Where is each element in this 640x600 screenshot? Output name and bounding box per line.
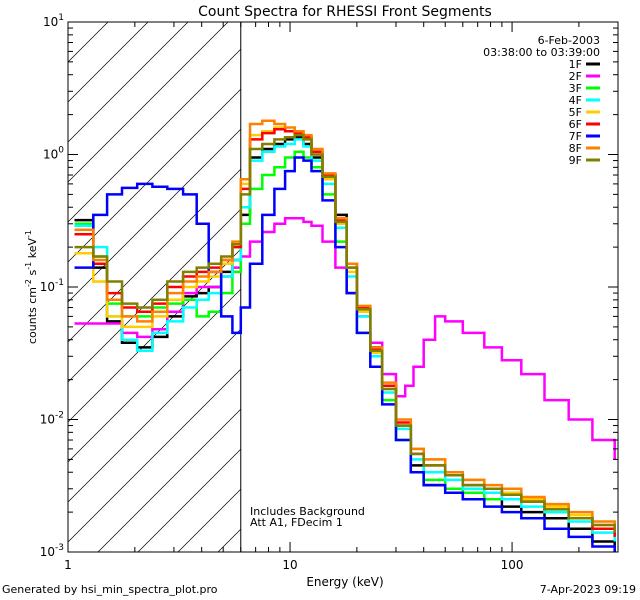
x-tick-label: 1 — [64, 558, 72, 572]
legend-label: 8F — [569, 142, 582, 155]
date-label: 6-Feb-2003 — [538, 34, 600, 47]
hatch-mask — [240, 22, 618, 552]
y-axis-label: counts cm-2 s-1 keV-1 — [24, 230, 39, 344]
hatch-line — [68, 22, 309, 263]
legend-label: 4F — [569, 94, 582, 107]
legend-label: 6F — [569, 118, 582, 131]
generator-credit: Generated by hsi_min_spectra_plot.pro — [2, 583, 218, 596]
y-label-tail: keV — [26, 238, 39, 262]
y-tick-label: 10-2 — [40, 411, 64, 427]
legend-label: 3F — [569, 82, 582, 95]
chart-title: Count Spectra for RHESSI Front Segments — [198, 4, 492, 20]
series-2F — [74, 217, 616, 460]
legend-label: 2F — [569, 70, 582, 83]
legend-label: 1F — [569, 58, 582, 71]
excluded-region-hatch — [68, 22, 618, 552]
axis-ticks — [67, 22, 619, 553]
x-tick-label: 10 — [282, 558, 297, 572]
hatch-line — [68, 22, 269, 223]
x-tick-labels: 1 10 100 — [64, 558, 523, 572]
hatch-line — [68, 22, 229, 183]
legend-label: 5F — [569, 106, 582, 119]
time-range-label: 03:38:00 to 03:39:00 — [483, 46, 600, 59]
x-tick-label: 100 — [501, 558, 524, 572]
y-label-exp2: -1 — [24, 262, 33, 270]
y-tick-label: 10-1 — [40, 278, 64, 294]
y-label-mid: s — [26, 269, 39, 278]
y-label-exp3: -1 — [24, 230, 33, 238]
y-tick-label: 10-3 — [40, 543, 64, 559]
y-label-exp1: -2 — [24, 279, 33, 287]
x-axis-label: Energy (keV) — [306, 575, 383, 589]
y-tick-labels: 10-3 10-2 10-1 100 101 — [40, 13, 65, 559]
series-8F — [74, 119, 616, 529]
y-label-base: counts cm — [26, 287, 39, 344]
series-7F — [74, 156, 616, 552]
series-group — [74, 119, 616, 552]
y-tick-label: 100 — [43, 146, 64, 162]
generation-timestamp: 7-Apr-2023 09:19 — [539, 583, 636, 596]
y-tick-label: 101 — [43, 13, 64, 29]
annotation-background: Includes Background — [250, 505, 365, 518]
legend-label: 9F — [569, 154, 582, 167]
hatch-line — [68, 22, 189, 143]
series-9F — [74, 133, 616, 533]
legend-label: 7F — [569, 130, 582, 143]
annotation-attenuator: Att A1, FDecim 1 — [250, 516, 343, 529]
